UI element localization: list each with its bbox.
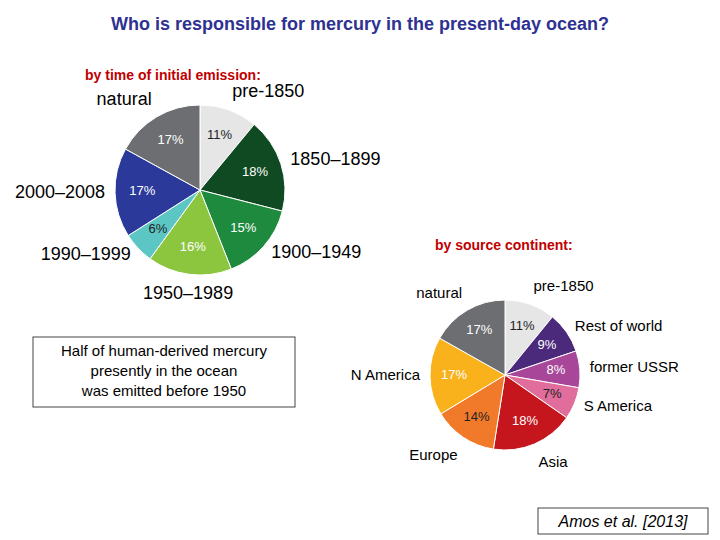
category-label: Asia — [538, 453, 568, 470]
value-label: 17% — [441, 367, 467, 382]
category-label: 2000–2008 — [15, 182, 105, 202]
value-label: 6% — [148, 221, 167, 236]
slide-title: Who is responsible for mercury in the pr… — [111, 14, 609, 34]
note-line: Half of human-derived mercury — [61, 342, 267, 359]
value-label: 11% — [207, 127, 232, 142]
category-label: Europe — [409, 446, 457, 463]
value-label: 17% — [129, 183, 155, 198]
category-label: pre-1850 — [534, 277, 594, 294]
source-box: Amos et al. [2013] — [538, 508, 708, 534]
category-label: N America — [351, 366, 421, 383]
category-label: 1900–1949 — [271, 242, 361, 262]
value-label: 11% — [510, 318, 535, 333]
category-label: Rest of world — [575, 317, 663, 334]
slice — [440, 300, 505, 375]
value-label: 16% — [180, 239, 206, 254]
slice — [493, 375, 566, 450]
source-frame — [538, 508, 708, 534]
chart-title: by source continent: — [435, 237, 573, 253]
value-label: 18% — [512, 413, 538, 428]
value-label: 15% — [230, 220, 256, 235]
value-label: 9% — [538, 337, 557, 352]
category-label: natural — [416, 284, 462, 301]
category-label: 1850–1899 — [290, 149, 380, 169]
category-label: 1990–1999 — [41, 244, 131, 264]
value-label: 7% — [543, 386, 562, 401]
category-label: natural — [97, 89, 152, 109]
category-label: former USSR — [590, 358, 679, 375]
value-label: 8% — [546, 362, 565, 377]
note-line: was emitted before 1950 — [81, 382, 246, 399]
note-line: presently in the ocean — [91, 362, 238, 379]
slide: Who is responsible for mercury in the pr… — [0, 0, 720, 540]
value-label: 17% — [466, 322, 492, 337]
pie: 11%9% 8% 7% 18% 14% 17% 17% pre-1850 Rest of wor… — [351, 277, 679, 470]
category-label: S America — [584, 397, 653, 414]
category-label: pre-1850 — [232, 81, 304, 101]
pie: 11% 18% 15% 16% 6% 17% 17% pre-1850 1850–1899 190… — [15, 81, 381, 303]
note-box: Half of human-derived mercury presently i… — [33, 337, 295, 407]
slice — [126, 105, 200, 190]
value-label: 17% — [158, 132, 184, 147]
value-label: 18% — [242, 164, 268, 179]
value-label: 14% — [464, 409, 490, 424]
category-label: 1950–1989 — [143, 283, 233, 303]
source: Amos et al. [2013] — [558, 513, 689, 530]
note-frame — [33, 337, 295, 407]
